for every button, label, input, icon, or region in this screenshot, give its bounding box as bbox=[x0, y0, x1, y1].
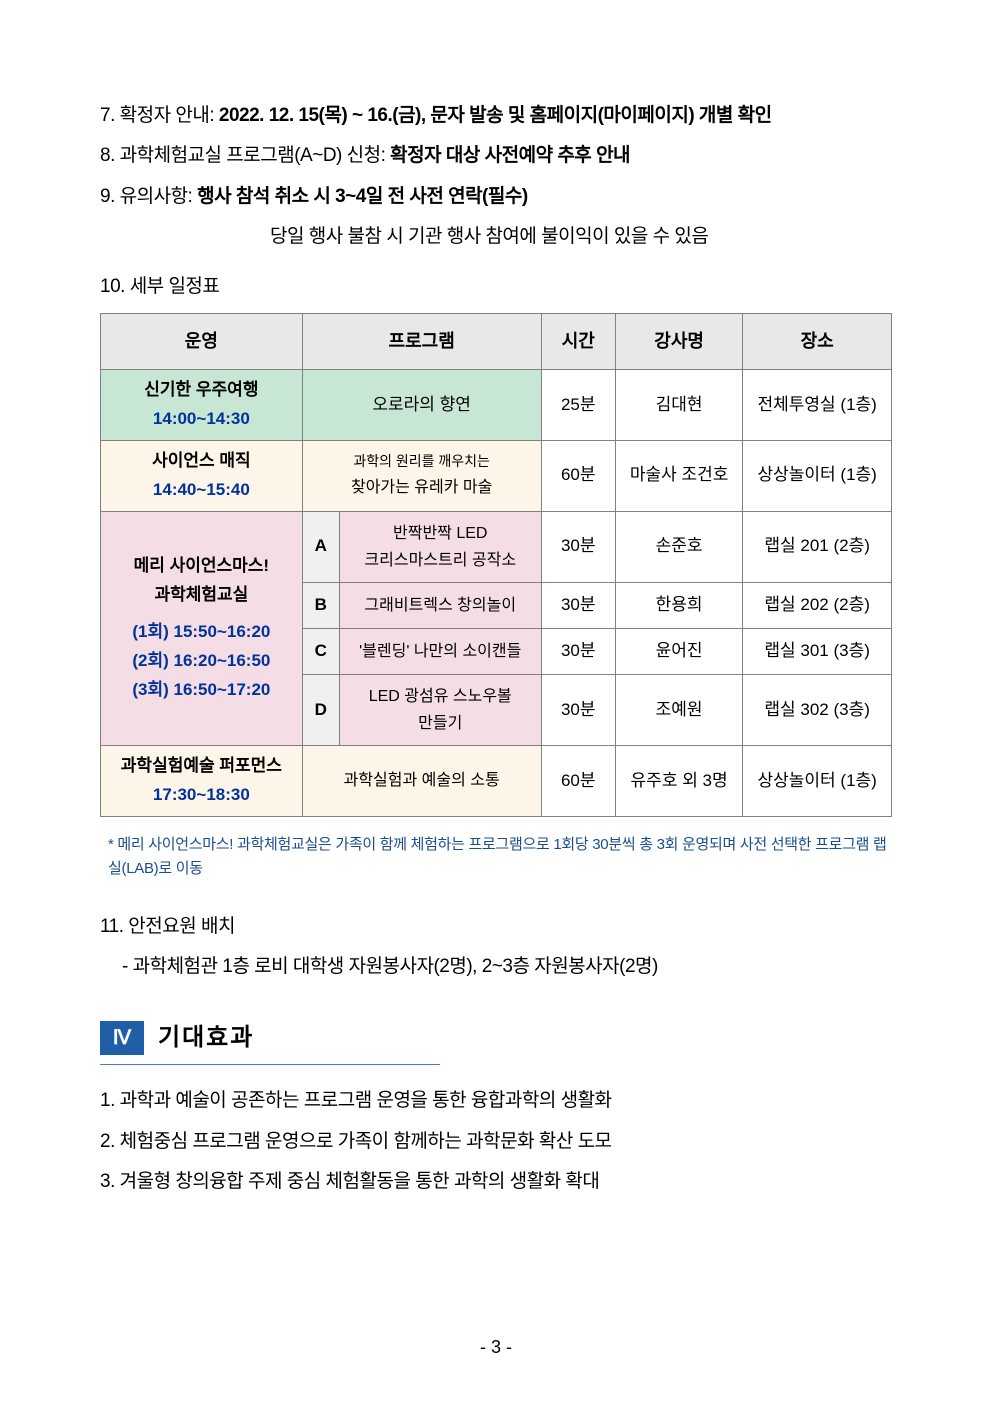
code-cell: C bbox=[302, 628, 339, 674]
op-title: 과학실험예술 퍼포먼스 bbox=[105, 752, 298, 781]
table-row: 사이언스 매직 14:40~15:40 과학의 원리를 깨우치는 찾아가는 유레… bbox=[101, 440, 892, 511]
op-line1: 메리 사이언스마스! bbox=[105, 552, 298, 581]
th-prog: 프로그램 bbox=[302, 314, 541, 370]
prog-l1: 반짝반짝 LED bbox=[344, 520, 537, 547]
time-cell: 60분 bbox=[541, 440, 615, 511]
item-num: 11. bbox=[100, 916, 124, 937]
section-title: 기대효과 bbox=[158, 1018, 254, 1059]
item-rest: 행사 참석 취소 시 3~4일 전 사전 연락(필수) bbox=[197, 186, 528, 207]
schedule-table: 운영 프로그램 시간 강사명 장소 신기한 우주여행 14:00~14:30 오… bbox=[100, 313, 892, 816]
prog-l1: LED 광섬유 스노우볼 bbox=[344, 683, 537, 710]
instr-cell: 마술사 조건호 bbox=[615, 440, 742, 511]
op-t2: (2회) 16:20~16:50 bbox=[105, 647, 298, 676]
section-badge: Ⅳ bbox=[100, 1021, 144, 1055]
code-cell: D bbox=[302, 674, 339, 745]
time-cell: 30분 bbox=[541, 628, 615, 674]
item-label: 세부 일정표 bbox=[130, 276, 220, 297]
place-cell: 상상놀이터 (1층) bbox=[743, 440, 892, 511]
th-place: 장소 bbox=[743, 314, 892, 370]
prog-cell: 과학실험과 예술의 소통 bbox=[302, 746, 541, 817]
place-cell: 랩실 302 (3층) bbox=[743, 674, 892, 745]
th-time: 시간 bbox=[541, 314, 615, 370]
item-rest: 확정자 대상 사전예약 추후 안내 bbox=[390, 145, 630, 166]
item-rest: 2022. 12. 15(목) ~ 16.(금), 문자 발송 및 홈페이지(마… bbox=[219, 105, 772, 126]
item-10: 10. 세부 일정표 bbox=[100, 271, 892, 303]
item-9-line2: 당일 행사 불참 시 기관 행사 참여에 불이익이 있을 수 있음 bbox=[100, 221, 892, 253]
time-cell: 60분 bbox=[541, 746, 615, 817]
instr-cell: 조예원 bbox=[615, 674, 742, 745]
item-num: 9. bbox=[100, 186, 115, 207]
place-cell: 랩실 201 (2층) bbox=[743, 511, 892, 582]
code-cell: A bbox=[302, 511, 339, 582]
instr-cell: 김대현 bbox=[615, 370, 742, 441]
time-cell: 30분 bbox=[541, 583, 615, 629]
item-8: 8. 과학체험교실 프로그램(A~D) 신청: 확정자 대상 사전예약 추후 안… bbox=[100, 140, 892, 172]
item-label: 확정자 안내: bbox=[120, 105, 214, 126]
op-line2: 과학체험교실 bbox=[105, 581, 298, 610]
effect-3: 3. 겨울형 창의융합 주제 중심 체험활동을 통한 과학의 생활화 확대 bbox=[100, 1166, 892, 1198]
instr-cell: 윤어진 bbox=[615, 628, 742, 674]
time-cell: 25분 bbox=[541, 370, 615, 441]
item-11-detail: - 과학체험관 1층 로비 대학생 자원봉사자(2명), 2~3층 자원봉사자(… bbox=[122, 951, 892, 983]
item-num: 10. bbox=[100, 276, 125, 297]
th-instr: 강사명 bbox=[615, 314, 742, 370]
op-time: 17:30~18:30 bbox=[105, 781, 298, 810]
item-label: 과학체험교실 프로그램(A~D) 신청: bbox=[120, 145, 386, 166]
instr-cell: 한용희 bbox=[615, 583, 742, 629]
prog-cell: 반짝반짝 LED 크리스마스트리 공작소 bbox=[339, 511, 541, 582]
page-number: - 3 - bbox=[0, 1332, 992, 1363]
item-num: 8. bbox=[100, 145, 115, 166]
th-op: 운영 bbox=[101, 314, 303, 370]
op-cell: 사이언스 매직 14:40~15:40 bbox=[101, 440, 303, 511]
op-cell: 과학실험예술 퍼포먼스 17:30~18:30 bbox=[101, 746, 303, 817]
op-time: 14:40~15:40 bbox=[105, 476, 298, 505]
place-cell: 랩실 202 (2층) bbox=[743, 583, 892, 629]
place-cell: 랩실 301 (3층) bbox=[743, 628, 892, 674]
prog-cell: '블렌딩' 나만의 소이캔들 bbox=[339, 628, 541, 674]
prog-cell: 오로라의 향연 bbox=[302, 370, 541, 441]
code-cell: B bbox=[302, 583, 339, 629]
op-time: 14:00~14:30 bbox=[105, 405, 298, 434]
item-label: 안전요원 배치 bbox=[128, 916, 235, 937]
prog-sub: 과학의 원리를 깨우치는 bbox=[307, 450, 537, 474]
instr-cell: 손준호 bbox=[615, 511, 742, 582]
op-cell-merry: 메리 사이언스마스! 과학체험교실 (1회) 15:50~16:20 (2회) … bbox=[101, 511, 303, 746]
item-num: 7. bbox=[100, 105, 115, 126]
table-header-row: 운영 프로그램 시간 강사명 장소 bbox=[101, 314, 892, 370]
prog-l2: 크리스마스트리 공작소 bbox=[344, 547, 537, 574]
op-t3: (3회) 16:50~17:20 bbox=[105, 676, 298, 705]
item-9: 9. 유의사항: 행사 참석 취소 시 3~4일 전 사전 연락(필수) bbox=[100, 181, 892, 213]
table-note: * 메리 사이언스마스! 과학체험교실은 가족이 함께 체험하는 프로그램으로 … bbox=[108, 833, 892, 881]
place-cell: 전체투영실 (1층) bbox=[743, 370, 892, 441]
item-7: 7. 확정자 안내: 2022. 12. 15(목) ~ 16.(금), 문자 … bbox=[100, 100, 892, 132]
instr-cell: 유주호 외 3명 bbox=[615, 746, 742, 817]
table-row: 과학실험예술 퍼포먼스 17:30~18:30 과학실험과 예술의 소통 60분… bbox=[101, 746, 892, 817]
section-4-heading: Ⅳ 기대효과 bbox=[100, 1018, 440, 1066]
prog-l2: 만들기 bbox=[344, 710, 537, 737]
op-t1: (1회) 15:50~16:20 bbox=[105, 618, 298, 647]
prog-cell: 과학의 원리를 깨우치는 찾아가는 유레카 마술 bbox=[302, 440, 541, 511]
effect-1: 1. 과학과 예술이 공존하는 프로그램 운영을 통한 융합과학의 생활화 bbox=[100, 1085, 892, 1117]
schedule-table-wrap: 운영 프로그램 시간 강사명 장소 신기한 우주여행 14:00~14:30 오… bbox=[100, 313, 892, 816]
effect-2: 2. 체험중심 프로그램 운영으로 가족이 함께하는 과학문화 확산 도모 bbox=[100, 1126, 892, 1158]
item-11: 11. 안전요원 배치 bbox=[100, 911, 892, 943]
prog-main: 찾아가는 유레카 마술 bbox=[307, 474, 537, 501]
table-row: 신기한 우주여행 14:00~14:30 오로라의 향연 25분 김대현 전체투… bbox=[101, 370, 892, 441]
item-label: 유의사항: bbox=[120, 186, 193, 207]
op-title: 사이언스 매직 bbox=[105, 447, 298, 476]
op-cell: 신기한 우주여행 14:00~14:30 bbox=[101, 370, 303, 441]
prog-cell: 그래비트렉스 창의놀이 bbox=[339, 583, 541, 629]
time-cell: 30분 bbox=[541, 674, 615, 745]
place-cell: 상상놀이터 (1층) bbox=[743, 746, 892, 817]
op-title: 신기한 우주여행 bbox=[105, 376, 298, 405]
time-cell: 30분 bbox=[541, 511, 615, 582]
prog-cell: LED 광섬유 스노우볼 만들기 bbox=[339, 674, 541, 745]
table-row: 메리 사이언스마스! 과학체험교실 (1회) 15:50~16:20 (2회) … bbox=[101, 511, 892, 582]
